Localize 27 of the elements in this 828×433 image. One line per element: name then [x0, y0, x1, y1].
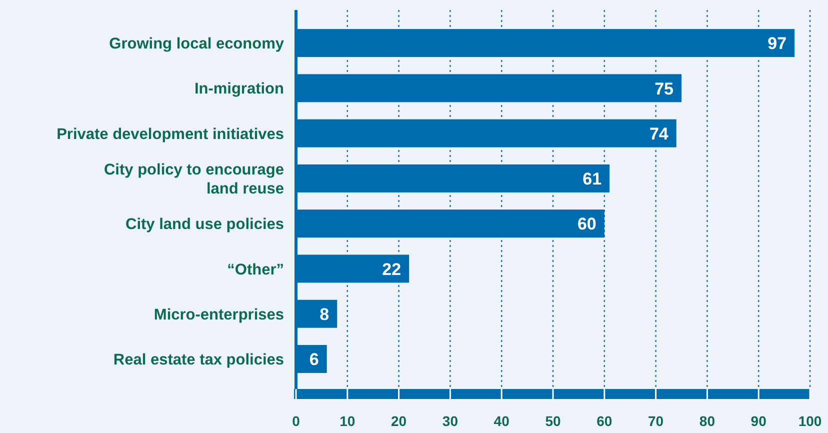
- y-tick-label: City policy to encourage land reuse: [104, 162, 284, 198]
- x-tick-label: 30: [442, 412, 458, 429]
- data-label: 60: [577, 214, 596, 234]
- x-tick-label: 50: [545, 412, 561, 429]
- y-tick-label: In-migration: [194, 80, 284, 98]
- x-tick-label: 80: [699, 412, 716, 429]
- data-label: 22: [382, 260, 402, 279]
- x-tick-label: 20: [391, 412, 407, 429]
- data-label: 74: [649, 124, 669, 144]
- x-tick-label: 100: [798, 412, 822, 429]
- x-tick-label: 60: [596, 412, 612, 429]
- data-label: 6: [309, 350, 319, 370]
- x-tick-label: 90: [750, 412, 767, 429]
- y-tick-label: Growing local economy: [109, 36, 284, 53]
- y-tick-label: Micro-enterprises: [154, 306, 284, 324]
- x-tick-label: 40: [494, 412, 510, 429]
- x-tick-label: 70: [648, 412, 664, 429]
- data-label: 8: [320, 304, 330, 324]
- y-tick-label: City land use policies: [126, 216, 284, 234]
- x-tick-label: 0: [292, 412, 300, 429]
- data-label: 75: [654, 79, 674, 98]
- x-tick-label: 10: [340, 412, 356, 429]
- data-label: 61: [582, 170, 602, 189]
- y-tick-label: Private development initiatives: [56, 126, 284, 143]
- data-label: 97: [768, 34, 787, 54]
- y-tick-label: Real estate tax policies: [113, 352, 284, 369]
- y-tick-label: “Other”: [227, 261, 284, 278]
